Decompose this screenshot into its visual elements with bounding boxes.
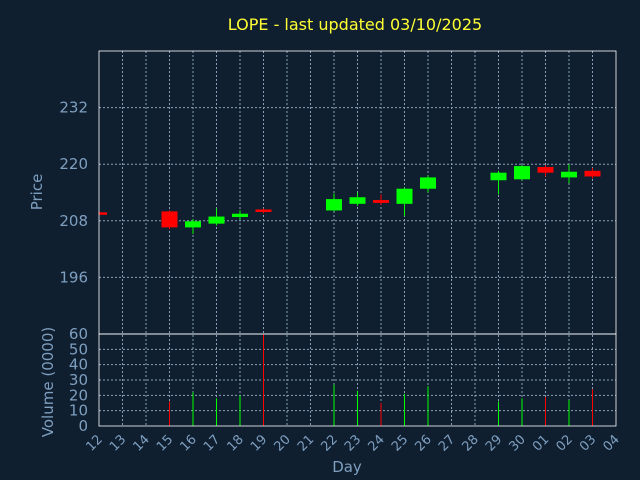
volume-tick-label: 40 (69, 356, 88, 374)
tick-layer: 12 13 14 15 16 17 18 19 20 21 22 23 24 25 26 27 28 29 30 01… (59, 99, 622, 455)
candle-body (537, 167, 554, 173)
volume-tick-label: 0 (78, 417, 88, 435)
candle-body (373, 200, 389, 203)
x-tick-label: 03 (577, 432, 599, 454)
x-tick-label: 24 (366, 432, 388, 454)
price-tick-label: 196 (59, 268, 88, 286)
candle-body (185, 221, 201, 228)
x-tick-label: 17 (201, 432, 223, 454)
x-tick-label: 25 (389, 432, 411, 454)
x-tick-label: 28 (460, 432, 482, 454)
volume-axis-label: Volume (0000) (39, 327, 57, 437)
x-tick-label: 30 (507, 432, 529, 454)
candle-body (255, 209, 272, 212)
candle-layer (98, 164, 601, 235)
candle-body (208, 216, 225, 224)
grid-layer (99, 51, 616, 426)
x-tick-label: 15 (154, 432, 176, 454)
x-tick-label: 01 (530, 432, 552, 454)
candle-body (584, 170, 601, 177)
x-tick-label: 27 (436, 432, 458, 454)
volume-tick-label: 60 (69, 325, 88, 343)
volume-tick-label: 20 (69, 386, 88, 404)
x-tick-label: 22 (319, 432, 341, 454)
volume-panel-frame (98, 333, 617, 427)
volume-tick-label: 10 (69, 402, 88, 420)
x-tick-label: 14 (131, 432, 153, 454)
volume-tick-label: 30 (69, 371, 88, 389)
x-tick-label: 18 (225, 432, 247, 454)
x-tick-label: 26 (413, 432, 435, 454)
candle-body (326, 199, 342, 211)
candle-body (514, 166, 530, 180)
x-tick-label: 23 (342, 432, 364, 454)
candle-body (420, 177, 436, 189)
x-axis-label: Day (332, 458, 362, 476)
x-tick-label: 04 (601, 432, 623, 454)
x-tick-label: 13 (107, 432, 129, 454)
candle-body (99, 212, 107, 215)
volume-tick-label: 50 (69, 340, 88, 358)
candle-body (396, 188, 413, 204)
price-tick-label: 232 (59, 99, 88, 117)
x-tick-label: 16 (178, 432, 200, 454)
candle-body (232, 213, 248, 218)
price-tick-label: 220 (59, 155, 88, 173)
x-tick-label: 12 (84, 432, 106, 454)
chart-title: LOPE - last updated 03/10/2025 (228, 15, 482, 34)
candle-body (349, 197, 366, 204)
volume-layer (169, 334, 593, 426)
candle-body (490, 172, 507, 181)
candle-body (561, 171, 577, 178)
price-tick-label: 208 (59, 212, 88, 230)
x-tick-label: 21 (295, 432, 317, 454)
x-tick-label: 19 (248, 432, 270, 454)
candle-body (161, 211, 178, 228)
x-tick-label: 02 (554, 432, 576, 454)
x-tick-label: 20 (272, 432, 294, 454)
price-axis-label: Price (28, 174, 46, 211)
x-tick-label: 29 (483, 432, 505, 454)
